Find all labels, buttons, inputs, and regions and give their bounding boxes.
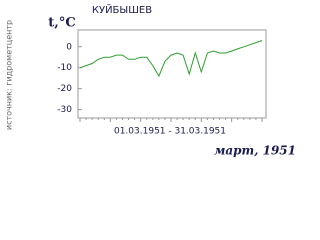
y-tick-label: 0 bbox=[66, 42, 72, 52]
x-axis-label: 01.03.1951 - 31.03.1951 bbox=[114, 127, 226, 137]
chart-title: КУЙБЫШЕВ bbox=[92, 3, 152, 16]
footer: март, 1951 bbox=[214, 144, 296, 158]
y-tick-label: -20 bbox=[57, 84, 72, 94]
y-tick-label: -10 bbox=[57, 63, 72, 73]
temperature-line bbox=[79, 40, 263, 78]
chart: КУЙБЫШЕВ t,°C источник: гидрометцентр 01… bbox=[5, 3, 297, 158]
source: источник: гидрометцентр bbox=[5, 20, 14, 130]
y-axis-label: t,°C bbox=[48, 16, 75, 31]
y-tick-label: -30 bbox=[57, 105, 72, 115]
plot-frame bbox=[77, 29, 267, 119]
